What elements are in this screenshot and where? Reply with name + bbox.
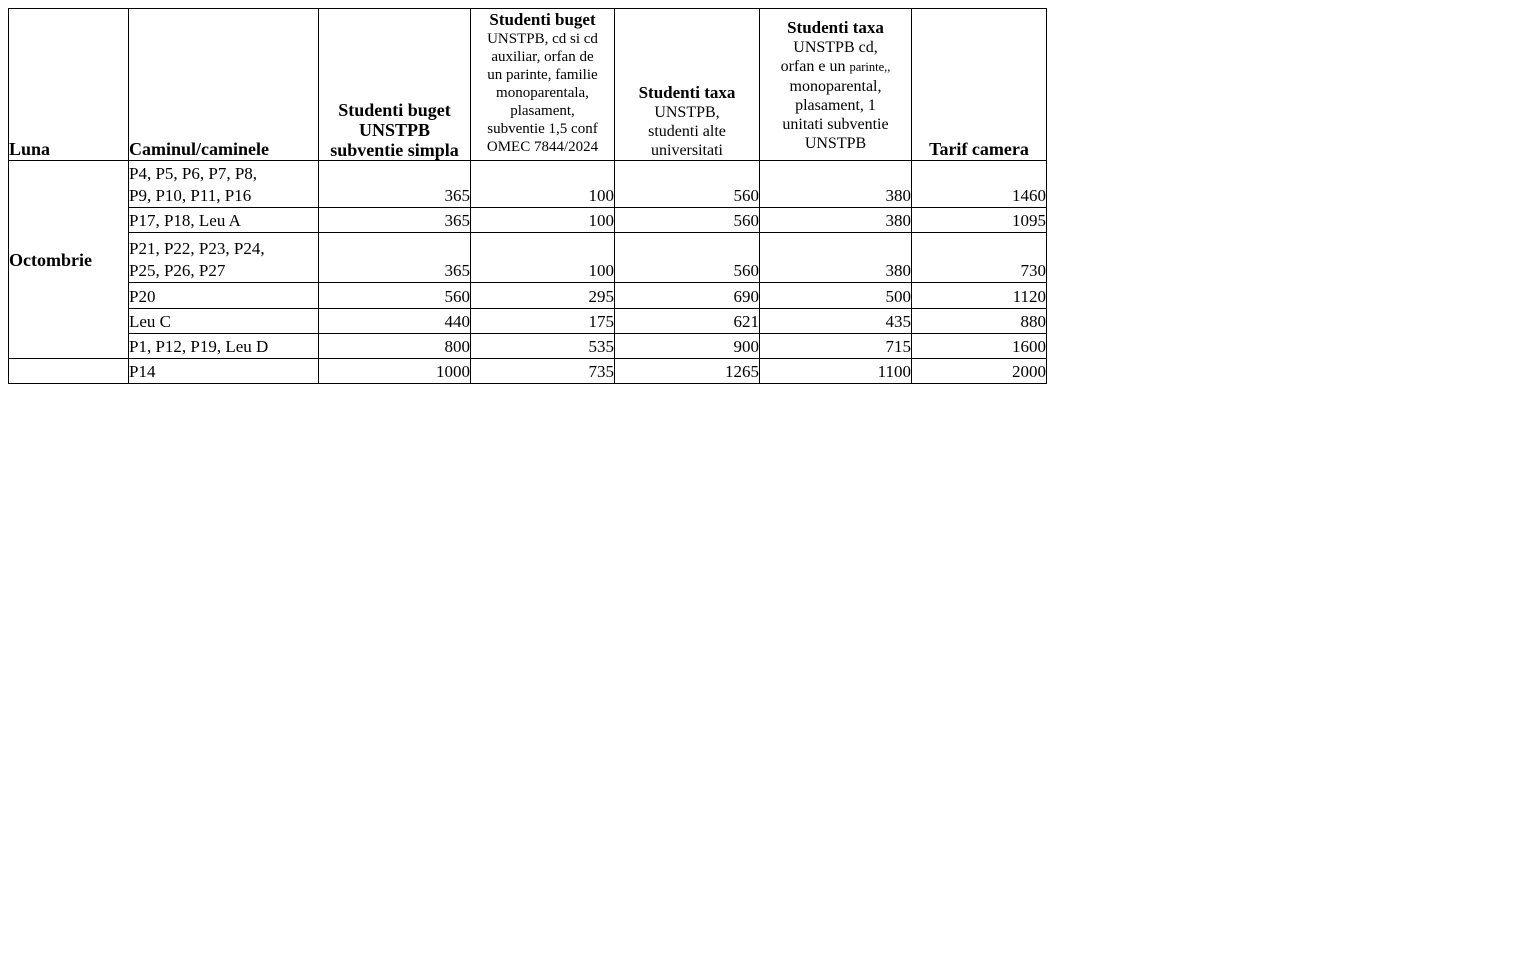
taxa-cell: 560 [614, 160, 760, 208]
buget-simpla-cell: 800 [318, 333, 471, 359]
taxa-cd-cell: 435 [759, 308, 912, 334]
tarif-cell: 2000 [911, 358, 1047, 384]
buget-cd-cell: 175 [470, 308, 615, 334]
month-cell: Octombrie [8, 160, 129, 359]
header-studenti-taxa-cd-detail: monoparental, plasament, 1 unitati subve… [782, 77, 889, 152]
table-row: P14 1000 735 1265 1100 2000 [8, 358, 1047, 384]
header-studenti-taxa: Studenti taxa UNSTPB, studenti alte univ… [614, 8, 760, 161]
taxa-cell: 900 [614, 333, 760, 359]
header-studenti-buget-cd-title: Studenti buget [489, 10, 596, 29]
table-row: P20 560 295 690 500 1120 [9, 282, 1047, 309]
taxa-cd-cell: 1100 [759, 358, 912, 384]
header-studenti-taxa-cd-line2-small: parinte,, [849, 59, 891, 74]
taxa-cd-cell: 380 [759, 160, 912, 208]
taxa-cd-cell: 715 [759, 333, 912, 359]
header-tarif-camera: Tarif camera [911, 8, 1047, 161]
buget-cd-cell: 735 [470, 358, 615, 384]
tarif-cell: 1460 [911, 160, 1047, 208]
caminul-cell: P21, P22, P23, P24, P25, P26, P27 [128, 232, 319, 283]
tarif-cell: 1120 [911, 282, 1047, 309]
buget-cd-cell: 100 [470, 207, 615, 233]
buget-cd-cell: 100 [470, 160, 615, 208]
caminul-cell: Leu C [128, 308, 319, 334]
header-studenti-taxa-cd-title: Studenti taxa [787, 17, 884, 37]
table-row: P21, P22, P23, P24, P25, P26, P27 365 10… [9, 232, 1047, 283]
buget-cd-cell: 295 [470, 282, 615, 309]
taxa-cell: 560 [614, 232, 760, 283]
table-row: Leu C 440 175 621 435 880 [9, 308, 1047, 334]
caminul-cell: P17, P18, Leu A [128, 207, 319, 233]
table-row: P17, P18, Leu A 365 100 560 380 1095 [9, 207, 1047, 233]
buget-simpla-cell: 365 [318, 160, 471, 208]
header-studenti-buget-cd-detail: UNSTPB, cd si cd auxiliar, orfan de un p… [486, 31, 599, 155]
buget-simpla-cell: 560 [318, 282, 471, 309]
header-studenti-taxa-cd-line2: orfan e un parinte,, [761, 57, 911, 77]
taxa-cell: 560 [614, 207, 760, 233]
table-row: P1, P12, P19, Leu D 800 535 900 715 1600 [9, 333, 1047, 359]
header-studenti-taxa-cd-line2-normal: orfan e un [780, 57, 850, 75]
header-studenti-taxa-title: Studenti taxa [638, 83, 736, 102]
tarif-cell: 880 [911, 308, 1047, 334]
header-luna: Luna [8, 8, 129, 161]
buget-simpla-cell: 365 [318, 207, 471, 233]
tarif-cell: 1600 [911, 333, 1047, 359]
taxa-cd-cell: 380 [759, 207, 912, 233]
month-cell-empty [8, 358, 129, 384]
dorm-tariff-table: Luna Caminul/caminele Studenti buget UNS… [8, 8, 1047, 384]
buget-cd-cell: 535 [470, 333, 615, 359]
header-studenti-buget-cd: Studenti buget UNSTPB, cd si cd auxiliar… [470, 8, 615, 161]
caminul-cell: P4, P5, P6, P7, P8, P9, P10, P11, P16 [128, 160, 319, 208]
taxa-cell: 621 [614, 308, 760, 334]
buget-simpla-cell: 1000 [318, 358, 471, 384]
caminul-cell: P14 [128, 358, 319, 384]
tarif-cell: 730 [911, 232, 1047, 283]
taxa-cd-cell: 500 [759, 282, 912, 309]
buget-simpla-cell: 440 [318, 308, 471, 334]
header-caminul: Caminul/caminele [128, 8, 319, 161]
taxa-cd-cell: 380 [759, 232, 912, 283]
header-studenti-taxa-detail: UNSTPB, studenti alte universitati [648, 104, 726, 159]
buget-simpla-cell: 365 [318, 232, 471, 283]
header-studenti-taxa-cd: Studenti taxa UNSTPB cd, orfan e un pari… [759, 8, 912, 161]
buget-cd-cell: 100 [470, 232, 615, 283]
tarif-cell: 1095 [911, 207, 1047, 233]
header-studenti-buget-subventie-simpla: Studenti buget UNSTPB subventie simpla [318, 8, 471, 161]
taxa-cell: 690 [614, 282, 760, 309]
caminul-cell: P1, P12, P19, Leu D [128, 333, 319, 359]
taxa-cell: 1265 [614, 358, 760, 384]
caminul-cell: P20 [128, 282, 319, 309]
header-row: Luna Caminul/caminele Studenti buget UNS… [8, 8, 1047, 161]
table-row: Octombrie P4, P5, P6, P7, P8, P9, P10, P… [8, 160, 1047, 359]
header-studenti-taxa-cd-line1: UNSTPB cd, [793, 38, 878, 56]
